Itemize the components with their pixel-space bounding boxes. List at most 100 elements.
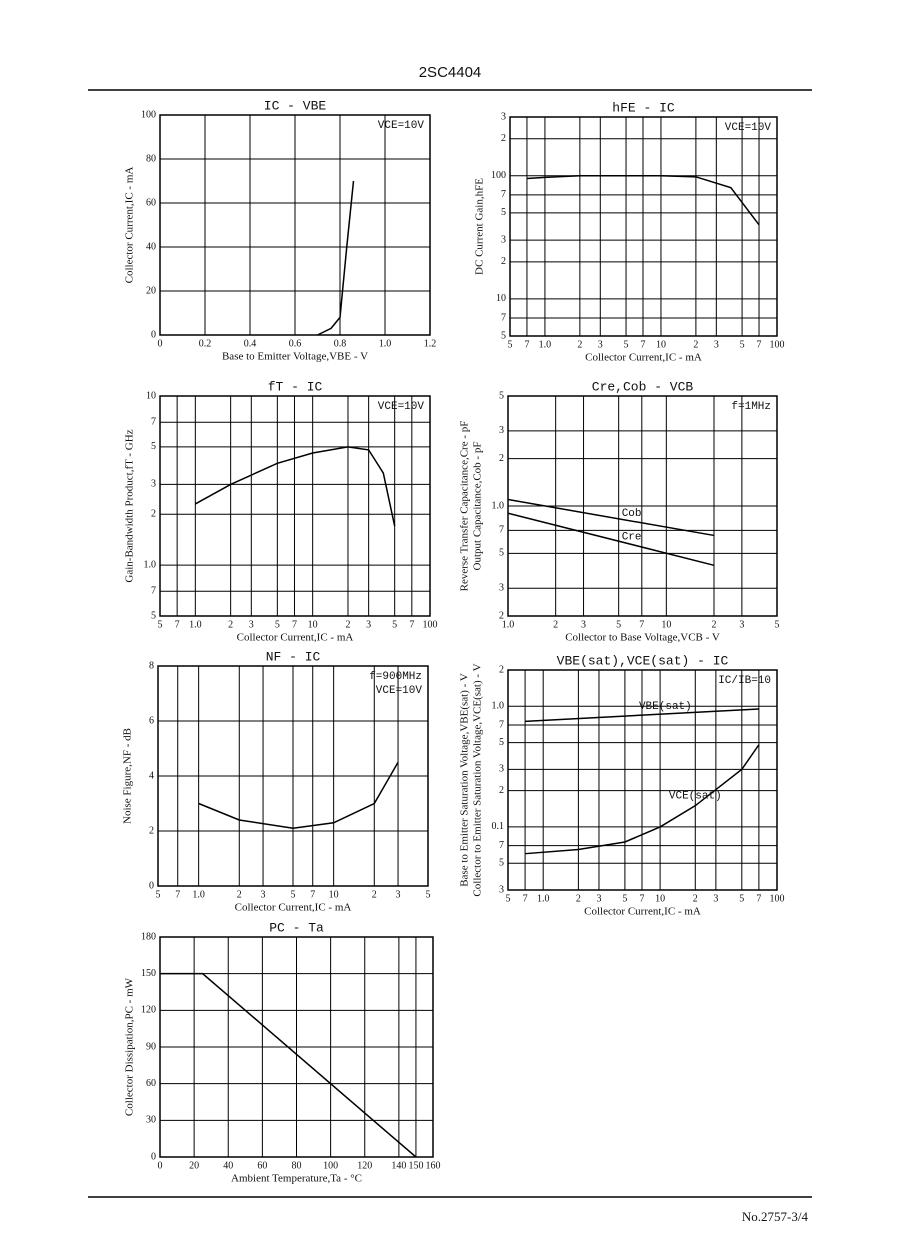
y-tick-label: 6 [149, 715, 154, 726]
x-tick-label: 3 [261, 889, 266, 900]
x-tick-label: 2 [711, 619, 716, 630]
plot-frame [159, 936, 434, 1158]
y-axis-label: Collector to Emitter Saturation Voltage,… [472, 663, 484, 896]
y-tick-label: 5 [499, 390, 504, 401]
x-tick-label: 7 [175, 889, 180, 900]
chart-title: hFE - IC [612, 100, 675, 115]
y-axis-label: DC Current Gain,hFE [474, 178, 486, 275]
x-tick-label: 100 [423, 619, 438, 630]
plot-frame [507, 395, 778, 617]
x-tick-label: 40 [223, 1160, 233, 1171]
series-label: VBE(sat) [639, 701, 692, 713]
y-tick-label: 3 [499, 583, 504, 594]
x-tick-label: 2 [576, 893, 581, 904]
x-axis-label: Collector Current,IC - mA [237, 632, 354, 644]
x-axis-label: Collector Current,IC - mA [585, 352, 702, 364]
annotation: VCE=10V [725, 122, 772, 134]
series-line [525, 708, 759, 723]
x-tick-label: 5 [624, 339, 629, 350]
y-tick-label: 2 [151, 508, 156, 519]
x-tick-label: 5 [506, 893, 511, 904]
y-axis-label: Gain-Bandwidth Product,fT - GHz [124, 429, 136, 582]
plot-frame [157, 665, 429, 887]
y-tick-label: 7 [499, 719, 504, 730]
y-tick-label: 7 [501, 312, 506, 323]
y-tick-label: 7 [499, 840, 504, 851]
y-tick-label: 3 [501, 111, 506, 122]
x-tick-label: 10 [655, 893, 665, 904]
y-tick-label: 180 [141, 931, 156, 942]
x-tick-label: 0 [158, 338, 163, 349]
x-tick-label: 3 [581, 619, 586, 630]
x-tick-label: 3 [598, 339, 603, 350]
y-axis-label: Collector Current,IC - mA [124, 167, 136, 284]
x-tick-label: 10 [308, 619, 318, 630]
x-tick-label: 20 [189, 1160, 199, 1171]
x-tick-label: 150 [408, 1160, 423, 1171]
x-tick-label: 2 [228, 619, 233, 630]
x-tick-label: 2 [577, 339, 582, 350]
x-axis-label: Collector Current,IC - mA [584, 906, 701, 918]
y-tick-label: 3 [151, 479, 156, 490]
series-line [525, 744, 760, 855]
y-axis-label: Base to Emitter Saturation Voltage,VBE(s… [459, 673, 471, 887]
annotation: VCE=10V [378, 401, 425, 413]
y-tick-label: 10 [146, 390, 156, 401]
chart-title: NF - IC [266, 649, 321, 664]
y-tick-label: 120 [141, 1005, 156, 1016]
x-tick-label: 1.0 [192, 889, 205, 900]
chart-title: Cre,Cob - VCB [592, 379, 694, 394]
x-tick-label: 3 [366, 619, 371, 630]
x-tick-label: 60 [257, 1160, 267, 1171]
y-tick-label: 7 [499, 525, 504, 536]
x-tick-label: 1.0 [502, 619, 515, 630]
series-line [507, 512, 715, 567]
y-tick-label: 40 [146, 241, 156, 252]
x-tick-label: 0 [158, 1160, 163, 1171]
y-tick-label: 100 [141, 109, 156, 120]
x-tick-label: 7 [757, 339, 762, 350]
x-tick-label: 10 [656, 339, 666, 350]
x-tick-label: 5 [508, 339, 513, 350]
x-tick-label: 2 [345, 619, 350, 630]
y-tick-label: 7 [501, 189, 506, 200]
x-tick-label: 100 [770, 893, 785, 904]
x-tick-label: 5 [158, 619, 163, 630]
x-axis-label: Collector to Base Voltage,VCB - V [565, 632, 720, 644]
y-tick-label: 1.0 [492, 701, 505, 712]
x-tick-label: 0.2 [199, 338, 212, 349]
x-tick-label: 10 [661, 619, 671, 630]
y-tick-label: 150 [141, 968, 156, 979]
y-tick-label: 4 [149, 770, 154, 781]
chart-title: VBE(sat),VCE(sat) - IC [557, 653, 729, 668]
series-label: VCE(sat) [669, 791, 722, 803]
series-line [194, 446, 396, 527]
header: 2SC4404 [419, 64, 482, 81]
x-tick-label: 7 [310, 889, 315, 900]
y-axis-label: Reverse Transfer Capacitance,Cre - pF [459, 421, 471, 592]
y-tick-label: 60 [146, 197, 156, 208]
footer: No.2757-3/4 [742, 1209, 809, 1224]
x-tick-label: 5 [156, 889, 161, 900]
annotation: f=900MHz [369, 671, 422, 683]
y-tick-label: 0 [151, 329, 156, 340]
x-tick-label: 7 [292, 619, 297, 630]
x-tick-label: 1.0 [537, 893, 550, 904]
y-tick-label: 3 [499, 764, 504, 775]
y-tick-label: 100 [491, 170, 506, 181]
annotation: VCE=10V [378, 120, 425, 132]
plot-frame [507, 669, 778, 891]
x-tick-label: 7 [639, 619, 644, 630]
x-tick-label: 3 [596, 893, 601, 904]
annotation: VCE=10V [376, 685, 423, 697]
y-tick-label: 5 [501, 330, 506, 341]
x-tick-label: 2 [693, 893, 698, 904]
series-line [507, 498, 715, 537]
x-tick-label: 5 [291, 889, 296, 900]
x-tick-label: 7 [640, 339, 645, 350]
y-tick-label: 1.0 [492, 500, 505, 511]
y-tick-label: 2 [499, 610, 504, 621]
y-tick-label: 2 [499, 785, 504, 796]
y-tick-label: 2 [501, 133, 506, 144]
